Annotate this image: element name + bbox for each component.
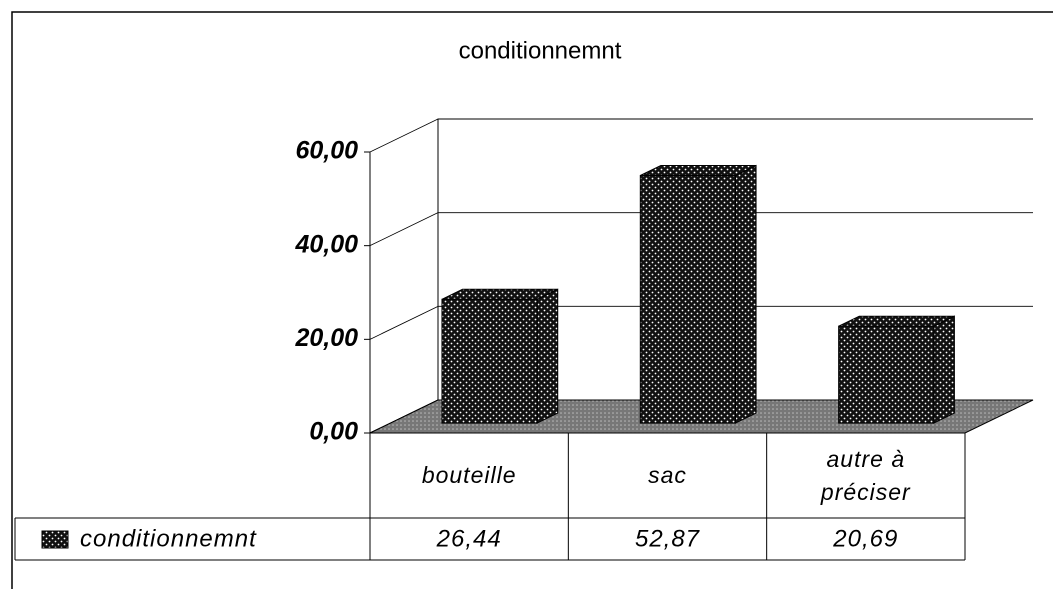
bar-side [933,315,955,424]
y-tick-label: 0,00 [309,418,358,446]
y-tick-label: 40,00 [294,230,358,258]
y-tick-label: 20,00 [294,324,358,352]
x-tick-label: bouteille [421,462,517,489]
chart-frame [11,11,1053,589]
bar-top [640,165,757,176]
x-tick-label: autre à préciser [820,446,911,505]
x-tick-cell: bouteille [421,462,517,489]
y-tick-label: 60,00 [295,137,358,165]
legend-label: conditionnemnt [80,525,257,552]
value-label: 52,87 [635,525,701,552]
legend-key [41,530,69,549]
bar-top [441,288,558,300]
bar-side [536,288,559,424]
grid-line [369,305,439,340]
bar [441,288,559,424]
bar-front [838,325,935,424]
value-label: 26,44 [436,525,502,552]
x-tick-label: sac [648,462,687,489]
bar-front [639,174,736,424]
bar [838,315,955,424]
value-label: 20,69 [832,525,898,552]
x-tick-cell: sac [648,462,687,489]
chart-title: conditionnemnt [459,37,622,64]
bar [639,164,757,424]
bar-side [735,164,757,424]
grid-line [369,118,439,153]
grid-line [369,212,439,247]
bar-top [838,315,955,327]
x-tick-cell: autre à préciser [820,446,911,505]
bar-front [441,298,538,424]
